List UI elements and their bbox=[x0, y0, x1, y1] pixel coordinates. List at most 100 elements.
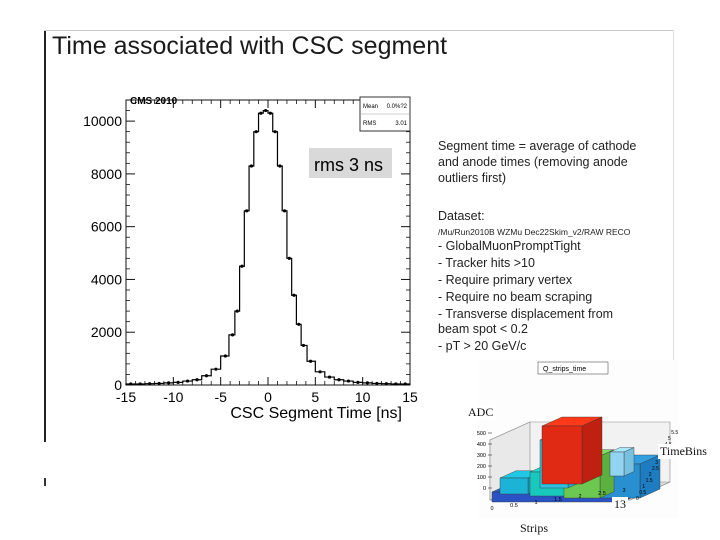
lego-strip-tick-label: 2.5 bbox=[598, 491, 606, 497]
histogram-point bbox=[365, 381, 369, 385]
lego-bar-front bbox=[499, 477, 529, 495]
stats-rms-value: 3.01 bbox=[395, 121, 407, 127]
lego-strip-tick-label: 3 bbox=[622, 488, 625, 494]
x-tick-label: -10 bbox=[163, 389, 183, 405]
cut-6: beam spot < 0.2 bbox=[438, 322, 528, 336]
lego-bar-side bbox=[623, 447, 635, 477]
x-tick-label: 10 bbox=[355, 389, 371, 405]
histogram-point bbox=[282, 209, 287, 213]
histogram-frame bbox=[125, 99, 411, 386]
histogram-point bbox=[327, 375, 332, 379]
histogram-xlabel: CSC Segment Time [ns] bbox=[230, 405, 402, 422]
histogram-point bbox=[301, 343, 306, 348]
lego-z-tick-label: 100 bbox=[477, 475, 486, 481]
lego-strip-tick-label: 1.5 bbox=[554, 497, 562, 503]
lego-time-tick-label: 5.5 bbox=[671, 430, 678, 436]
y-tick-label: 4000 bbox=[91, 271, 122, 287]
histogram-point bbox=[384, 382, 388, 386]
lego-marker: 13 bbox=[612, 497, 628, 512]
histogram-title: CMS 2010 bbox=[130, 96, 178, 107]
histogram-point bbox=[254, 130, 258, 134]
lego-time-tick-label: 0 bbox=[636, 496, 639, 502]
lego-xlabel: Strips bbox=[518, 521, 551, 536]
lego-z-tick-label: 300 bbox=[477, 453, 486, 459]
slide-frame-top bbox=[44, 30, 674, 31]
cut-1: - GlobalMuonPromptTight bbox=[438, 239, 581, 253]
plot-border bbox=[125, 99, 411, 386]
histogram-point bbox=[195, 378, 199, 382]
lego-z-tick-label: 200 bbox=[477, 464, 486, 470]
histogram-point bbox=[318, 370, 322, 374]
histogram-point bbox=[214, 367, 218, 371]
note-line-2: and anode times (removing anode bbox=[438, 155, 628, 169]
cut-2: - Tracker hits >10 bbox=[438, 256, 535, 270]
stats-box: Mean 0.0%?2 RMS 3.01 bbox=[359, 96, 411, 132]
histogram-point bbox=[403, 382, 407, 386]
lego-ylabel: TimeBins bbox=[658, 444, 709, 459]
histogram-point bbox=[394, 382, 398, 386]
histogram-point bbox=[223, 354, 227, 358]
note-line-3: outliers first) bbox=[438, 171, 507, 185]
histogram-point bbox=[204, 374, 209, 378]
histogram-point bbox=[235, 309, 239, 313]
cut-5: - Transverse displacement from bbox=[438, 307, 614, 321]
x-tick-label: -15 bbox=[116, 389, 136, 405]
lego-zlabel: ADC bbox=[466, 405, 496, 420]
histogram-point bbox=[185, 379, 190, 383]
x-tick-label: 5 bbox=[311, 389, 319, 405]
histogram-axes: -15 -10 -5 0 5 10 15 0 2000 4000 6000 8000 10000 bbox=[83, 100, 418, 405]
histogram-point bbox=[259, 111, 263, 115]
histogram-point bbox=[157, 381, 161, 386]
cut-7: - pT > 20 GeV/c bbox=[438, 339, 527, 353]
y-tick-label: 8000 bbox=[91, 166, 122, 182]
histogram-point bbox=[346, 379, 351, 383]
histogram-point bbox=[337, 378, 341, 382]
lego-bar-front bbox=[541, 425, 583, 485]
y-tick-label: 2000 bbox=[91, 324, 122, 340]
x-tick-label: -5 bbox=[214, 389, 227, 405]
lego-strip-tick-label: 1 bbox=[534, 500, 537, 506]
lego-z-tick-label: 0 bbox=[483, 486, 486, 492]
lego-time-tick-label: 0.5 bbox=[639, 490, 646, 496]
note-line-1: Segment time = average of cathode bbox=[438, 139, 637, 153]
histogram-point bbox=[297, 322, 301, 326]
histogram-series bbox=[125, 108, 410, 386]
stats-mean-label: Mean bbox=[363, 104, 378, 110]
lego-time-tick-label: 1 bbox=[642, 484, 645, 490]
slide-frame-left bbox=[44, 30, 46, 442]
lego-strip-tick-label: 2 bbox=[578, 494, 581, 500]
histogram-point bbox=[278, 164, 282, 168]
lego-time-tick-label: 3 bbox=[655, 460, 658, 466]
dataset-label: Dataset: bbox=[438, 209, 485, 223]
histogram-point bbox=[148, 382, 152, 386]
stats-rms-label: RMS bbox=[363, 121, 376, 127]
histogram-point bbox=[138, 382, 142, 386]
slide-frame-tick bbox=[44, 478, 46, 486]
slide-title: Time associated with CSC segment bbox=[52, 32, 448, 60]
x-tick-label: 15 bbox=[402, 389, 418, 405]
histogram-point bbox=[249, 164, 254, 168]
histogram-point bbox=[264, 108, 268, 113]
cut-4: - Require no beam scraping bbox=[438, 290, 593, 304]
y-tick-label: 0 bbox=[114, 377, 122, 393]
histogram-point bbox=[167, 381, 171, 385]
lego-time-tick-label: 5 bbox=[668, 436, 671, 442]
histogram-point bbox=[309, 359, 313, 363]
histogram-point bbox=[375, 381, 379, 386]
lego-time-tick-label: 2 bbox=[649, 472, 652, 478]
lego-bars bbox=[491, 416, 661, 503]
y-tick-label: 6000 bbox=[91, 219, 122, 235]
histogram-point bbox=[273, 130, 277, 134]
histogram-point bbox=[240, 264, 244, 268]
histogram-point bbox=[268, 111, 272, 115]
lego-z-tick-label: 500 bbox=[477, 431, 486, 437]
lego-strip-ticks: 0 0.5 1 1.5 2 2.5 3 bbox=[490, 488, 625, 512]
histogram-point bbox=[230, 333, 235, 337]
histogram-point bbox=[356, 380, 360, 384]
lego-title: Q_strips_time bbox=[543, 366, 586, 373]
lego-z-ticks: 0 100 200 300 400 500 bbox=[477, 431, 492, 492]
y-tick-label: 10000 bbox=[83, 113, 122, 129]
lego-strip-tick-label: 0 bbox=[490, 506, 493, 512]
